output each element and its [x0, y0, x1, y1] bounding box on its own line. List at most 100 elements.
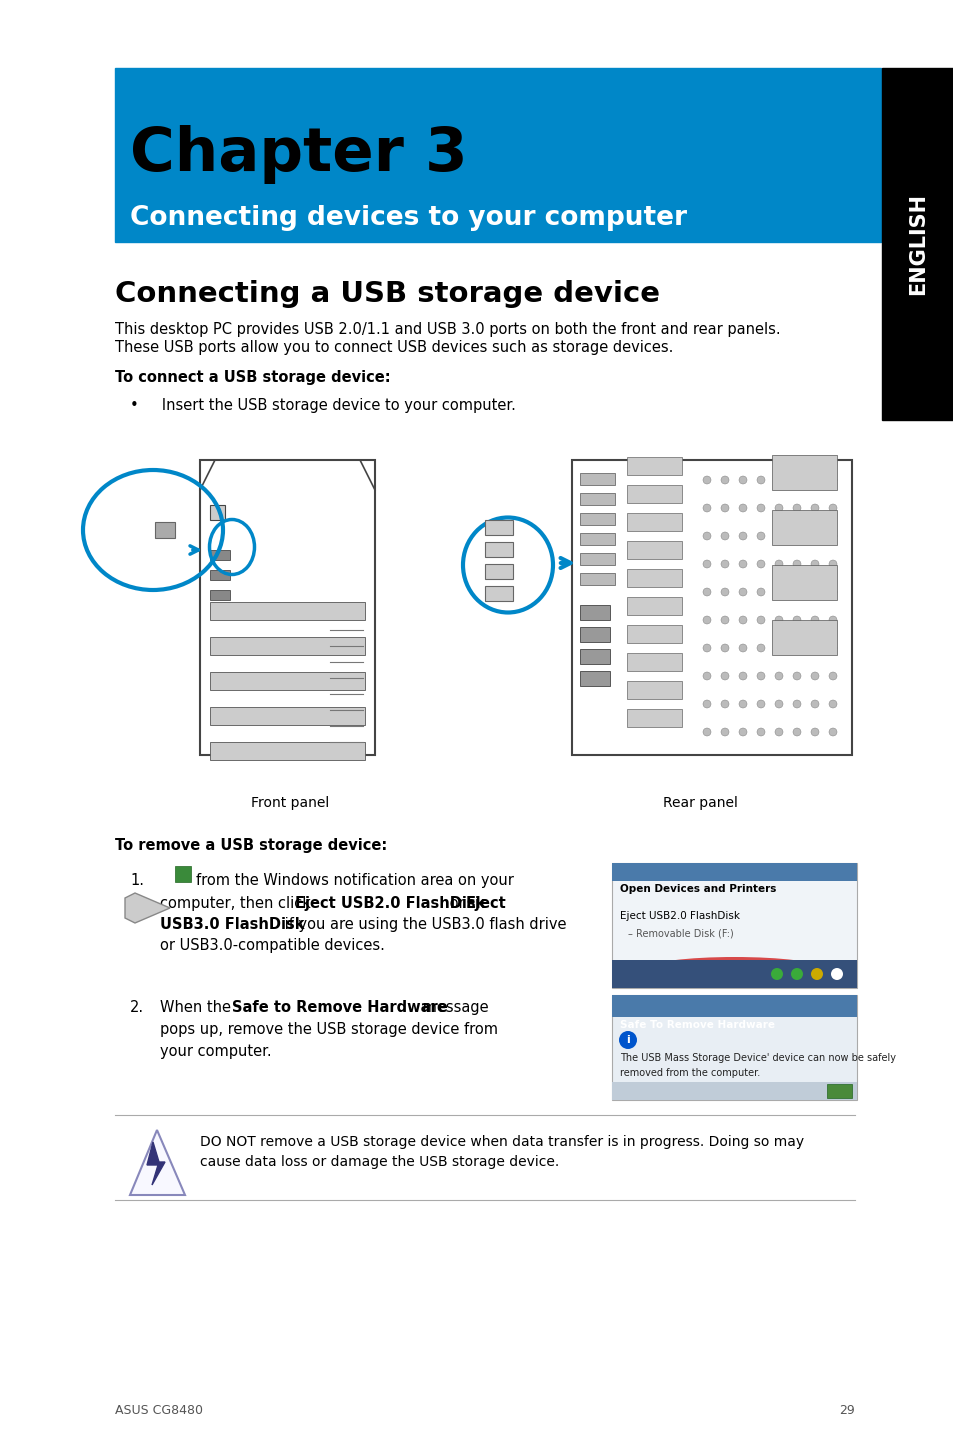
Bar: [626, 485, 681, 503]
Circle shape: [757, 503, 764, 512]
Circle shape: [739, 503, 746, 512]
Circle shape: [774, 672, 782, 680]
Circle shape: [774, 532, 782, 541]
Circle shape: [828, 476, 836, 485]
Polygon shape: [125, 893, 170, 923]
Text: 29: 29: [839, 1403, 854, 1416]
Circle shape: [828, 644, 836, 651]
Text: •     Insert the USB storage device to your computer.: • Insert the USB storage device to your …: [130, 398, 516, 413]
Bar: [771, 565, 836, 600]
Circle shape: [774, 728, 782, 736]
Circle shape: [828, 532, 836, 541]
Circle shape: [702, 532, 710, 541]
Bar: [210, 590, 230, 600]
Bar: [579, 605, 609, 620]
Circle shape: [792, 476, 801, 485]
Circle shape: [720, 476, 728, 485]
Circle shape: [739, 476, 746, 485]
Bar: [210, 569, 230, 580]
Text: To connect a USB storage device:: To connect a USB storage device:: [115, 370, 390, 385]
Circle shape: [739, 559, 746, 568]
Circle shape: [810, 476, 818, 485]
Bar: [612, 961, 856, 988]
Text: – Removable Disk (F:): – Removable Disk (F:): [627, 928, 733, 938]
Circle shape: [792, 728, 801, 736]
Circle shape: [774, 559, 782, 568]
Bar: [579, 533, 615, 545]
Circle shape: [739, 644, 746, 651]
Circle shape: [702, 503, 710, 512]
Bar: [626, 569, 681, 587]
Circle shape: [828, 559, 836, 568]
Bar: [484, 587, 513, 601]
Text: Eject: Eject: [465, 896, 506, 912]
Bar: [572, 460, 851, 755]
Circle shape: [720, 588, 728, 595]
Bar: [210, 707, 365, 725]
Text: 1.: 1.: [130, 873, 144, 889]
Circle shape: [702, 559, 710, 568]
Circle shape: [774, 700, 782, 707]
Bar: [626, 626, 681, 643]
Circle shape: [757, 728, 764, 736]
Bar: [579, 493, 615, 505]
Circle shape: [720, 532, 728, 541]
Text: if you are using the USB3.0 flash drive: if you are using the USB3.0 flash drive: [280, 917, 566, 932]
Bar: [484, 542, 513, 557]
Circle shape: [774, 503, 782, 512]
Text: computer, then click: computer, then click: [160, 896, 315, 912]
Circle shape: [792, 532, 801, 541]
Bar: [612, 995, 856, 1100]
Bar: [579, 627, 609, 641]
Bar: [210, 505, 225, 521]
Text: The USB Mass Storage Device' device can now be safely: The USB Mass Storage Device' device can …: [619, 1053, 895, 1063]
Circle shape: [720, 700, 728, 707]
Text: When the: When the: [160, 999, 235, 1015]
Circle shape: [792, 700, 801, 707]
Bar: [626, 597, 681, 615]
Bar: [626, 457, 681, 475]
Bar: [210, 603, 365, 620]
Text: Safe to Remove Hardware: Safe to Remove Hardware: [232, 999, 447, 1015]
Circle shape: [792, 615, 801, 624]
Text: ENGLISH: ENGLISH: [907, 193, 927, 295]
Text: Front panel: Front panel: [251, 797, 329, 810]
Circle shape: [739, 615, 746, 624]
Bar: [626, 653, 681, 672]
Text: These USB ports allow you to connect USB devices such as storage devices.: These USB ports allow you to connect USB…: [115, 339, 673, 355]
Text: 2.: 2.: [130, 999, 144, 1015]
Bar: [484, 521, 513, 535]
Circle shape: [810, 559, 818, 568]
Circle shape: [757, 644, 764, 651]
Bar: [579, 554, 615, 565]
Text: your computer.: your computer.: [160, 1044, 272, 1058]
Circle shape: [757, 672, 764, 680]
Bar: [579, 473, 615, 485]
Circle shape: [757, 559, 764, 568]
Bar: [484, 564, 513, 580]
Circle shape: [702, 700, 710, 707]
Text: DO NOT remove a USB storage device when data transfer is in progress. Doing so m: DO NOT remove a USB storage device when …: [200, 1135, 803, 1149]
Bar: [210, 742, 365, 761]
Bar: [154, 522, 174, 538]
Circle shape: [774, 615, 782, 624]
Circle shape: [702, 644, 710, 651]
Circle shape: [810, 588, 818, 595]
Circle shape: [739, 728, 746, 736]
Circle shape: [739, 532, 746, 541]
Circle shape: [810, 700, 818, 707]
Circle shape: [720, 559, 728, 568]
Circle shape: [770, 968, 782, 981]
Circle shape: [720, 728, 728, 736]
Ellipse shape: [648, 958, 820, 979]
Bar: [174, 866, 191, 881]
Circle shape: [702, 476, 710, 485]
Text: Chapter 3: Chapter 3: [130, 125, 467, 184]
Bar: [210, 672, 365, 690]
Bar: [210, 549, 230, 559]
Bar: [579, 513, 615, 525]
Circle shape: [828, 728, 836, 736]
Circle shape: [757, 476, 764, 485]
Bar: [771, 620, 836, 654]
Circle shape: [720, 672, 728, 680]
